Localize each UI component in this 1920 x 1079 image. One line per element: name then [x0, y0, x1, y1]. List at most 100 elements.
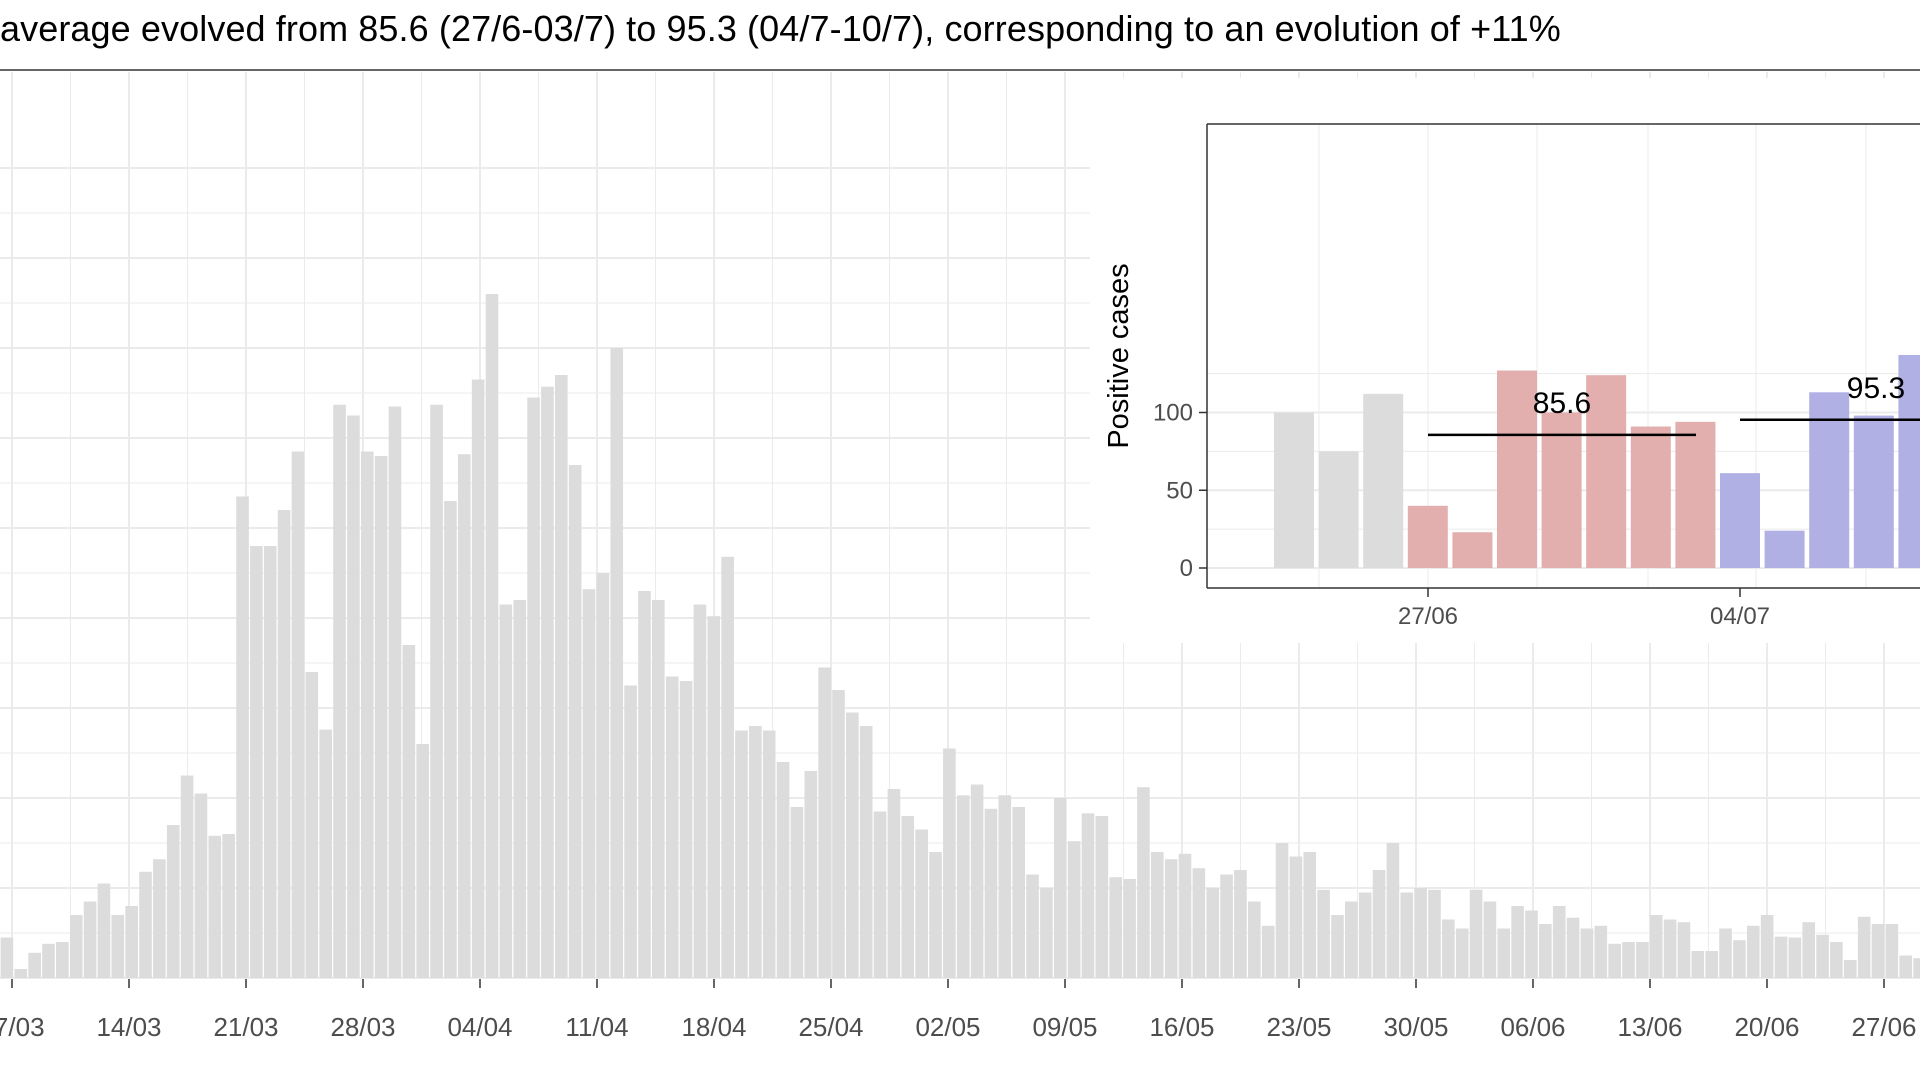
bar [1053, 798, 1067, 978]
bar [1608, 943, 1621, 978]
bar [319, 729, 332, 978]
bar [1566, 917, 1580, 978]
bar [1289, 856, 1303, 978]
bar [485, 294, 499, 978]
x-tick-label: 09/05 [1032, 1012, 1097, 1042]
bar [250, 546, 263, 978]
bar [1095, 816, 1109, 978]
bar [236, 496, 249, 978]
bar [984, 808, 998, 978]
bar [1261, 925, 1275, 978]
bar [555, 375, 568, 978]
bar [1150, 852, 1164, 978]
bar [166, 825, 180, 978]
bar [665, 676, 679, 978]
x-tick-label: 07/03 [0, 1012, 45, 1042]
bar [1303, 852, 1317, 978]
bar [208, 835, 222, 978]
bar [444, 501, 457, 978]
inset-bar [1586, 375, 1627, 568]
bar [568, 465, 582, 978]
average-label: 95.3 [1847, 372, 1905, 405]
bar [1123, 879, 1136, 978]
bar [305, 672, 319, 978]
bar [153, 859, 166, 978]
bar [1137, 787, 1150, 978]
bar [347, 415, 360, 978]
bar [652, 600, 665, 978]
x-tick-label: 30/05 [1383, 1012, 1448, 1042]
bar [471, 379, 485, 978]
bar [638, 591, 651, 978]
bar [1649, 915, 1663, 978]
inset-bar [1853, 415, 1894, 568]
bar [139, 871, 152, 978]
bar [1386, 843, 1400, 978]
bar [1248, 901, 1261, 978]
bar [1497, 928, 1511, 978]
bar [277, 510, 291, 978]
bar [1428, 889, 1441, 978]
bar [1012, 807, 1025, 978]
inset-bar [1407, 505, 1448, 568]
bar [859, 726, 873, 978]
x-tick-label: 18/04 [681, 1012, 746, 1042]
bar [42, 943, 55, 978]
bar [1358, 892, 1372, 978]
bar [596, 573, 610, 978]
bar [194, 793, 208, 978]
bar [1788, 937, 1802, 978]
bar [14, 969, 28, 978]
bar [846, 712, 859, 978]
bar [707, 616, 721, 978]
inset-bar [1720, 473, 1760, 568]
inset-y-tick-label: 50 [1166, 477, 1193, 504]
x-tick-label: 27/06 [1851, 1012, 1916, 1042]
bar [1109, 877, 1122, 978]
inset-bar [1497, 370, 1537, 568]
bar [1040, 888, 1053, 978]
bar [1220, 874, 1233, 978]
inset-bar [1541, 412, 1582, 568]
bar [222, 834, 235, 978]
inset-bar [1452, 532, 1493, 568]
x-tick-label: 13/06 [1617, 1012, 1682, 1042]
bar [1746, 925, 1760, 978]
bar [1525, 910, 1538, 978]
bar [457, 454, 471, 978]
inset-x-tick-label: 27/06 [1398, 603, 1458, 630]
bar [1719, 928, 1732, 978]
x-tick-label: 25/04 [798, 1012, 863, 1042]
bar [1677, 922, 1691, 978]
bar [416, 744, 429, 978]
bar [69, 915, 83, 978]
bar [1178, 853, 1192, 978]
bar [1871, 924, 1885, 978]
x-tick-label: 20/06 [1734, 1012, 1799, 1042]
inset-plot: 0 50 100 27/06 04/07 Positive cases 85.6 95.3 [1090, 78, 1920, 643]
chart-title: average evolved from 85.6 (27/6-03/7) to… [0, 8, 1561, 49]
bar [28, 952, 41, 978]
bar [956, 795, 970, 978]
bar [818, 667, 831, 978]
bar [749, 726, 762, 978]
bar [1622, 942, 1635, 978]
x-tick-label: 02/05 [915, 1012, 980, 1042]
bar [804, 771, 818, 978]
bar [1206, 888, 1220, 978]
bar [1442, 919, 1455, 978]
bar [360, 451, 374, 978]
bar [1691, 951, 1705, 978]
bar [1774, 936, 1788, 978]
bar [1760, 915, 1774, 978]
inset-bar [1898, 354, 1920, 568]
inset-y-axis-label: Positive cases [1103, 263, 1135, 448]
bar [624, 685, 637, 978]
bar [1372, 870, 1386, 978]
inset-bar [1809, 392, 1850, 568]
x-tick-label: 28/03 [330, 1012, 395, 1042]
bar [1580, 928, 1594, 978]
bar [832, 690, 845, 978]
x-tick-label: 04/04 [447, 1012, 512, 1042]
